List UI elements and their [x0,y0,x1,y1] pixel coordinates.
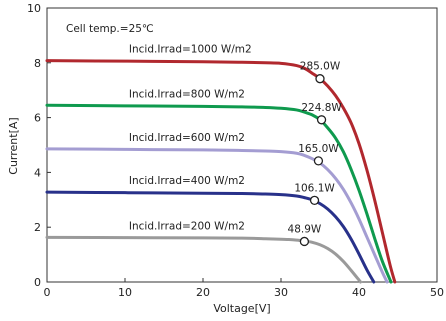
x-tick-label: 50 [430,286,444,299]
y-tick-label: 4 [34,166,41,179]
mpp-power-label: 285.0W [300,61,341,73]
mpp-markers: 285.0W 224.8W 165.0W 106.1W 48.9W [288,61,342,247]
mpp-power-label: 165.0W [298,143,339,155]
mpp-marker [315,74,325,84]
series-name-label: Incid.Irrad=1000 W/m2 [129,44,252,56]
series-name-label: Incid.Irrad=800 W/m2 [129,88,245,100]
y-tick-label: 2 [34,221,41,234]
mpp-power-label: 224.8W [301,102,342,114]
x-tick-label: 30 [274,286,288,299]
series-name-label: Incid.Irrad=400 W/m2 [129,175,245,187]
series-line [45,235,363,284]
x-tick-label: 40 [352,286,366,299]
cell-temp-note: Cell temp.=25℃ [66,23,154,35]
x-axis-title: Voltage[V] [213,302,270,315]
series-name-label: Incid.Irrad=200 W/m2 [129,220,245,232]
x-tick-label: 10 [118,286,132,299]
x-tick-label: 20 [196,286,210,299]
y-axis-title: Current[A] [7,117,20,174]
y-tick-label: 6 [34,112,41,125]
axes: 0 10 20 30 40 50 0 2 4 6 8 10 [27,2,444,299]
series-labels: Incid.Irrad=1000 W/m2 Incid.Irrad=800 W/m… [129,44,252,233]
plot-frame [46,7,438,283]
mpp-marker [309,195,320,205]
y-tick-label: 8 [34,57,41,70]
mpp-power-label: 106.1W [294,182,335,194]
mpp-marker [299,236,310,247]
y-tick-label: 10 [27,2,41,15]
x-tick-label: 0 [44,286,51,299]
mpp-marker [313,156,324,166]
mpp-power-label: 48.9W [288,223,322,235]
mpp-marker [316,115,327,125]
y-tick-label: 0 [34,276,41,289]
series-name-label: Incid.Irrad=600 W/m2 [129,132,245,144]
